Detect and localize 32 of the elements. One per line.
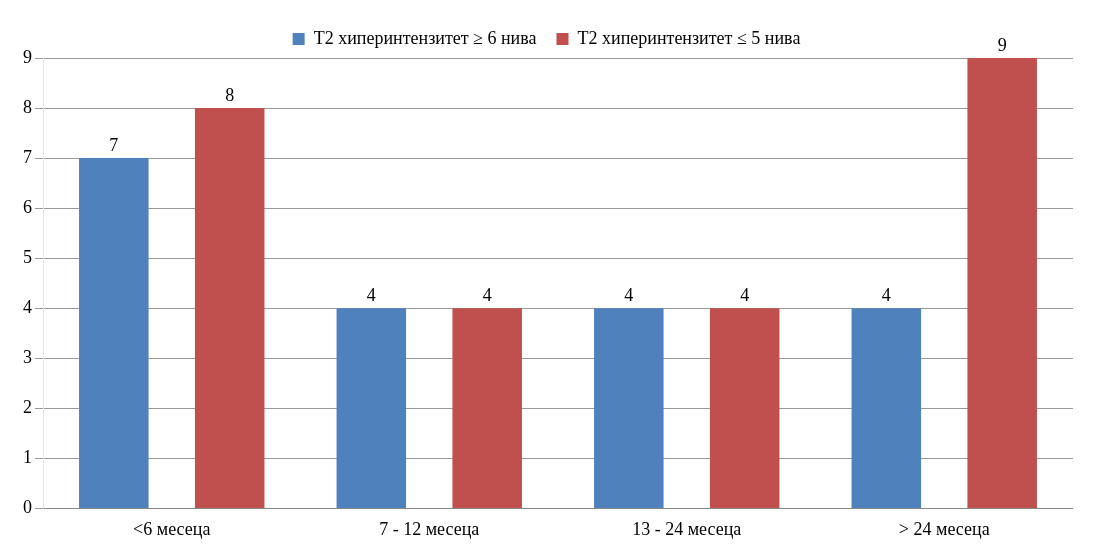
bar: [452, 308, 522, 508]
data-label: 4: [881, 284, 891, 305]
y-tick-label: 7: [23, 146, 32, 167]
data-label: 4: [482, 284, 492, 305]
x-tick-label: > 24 месеца: [898, 518, 990, 539]
bar: [967, 58, 1037, 508]
y-tick-label: 9: [23, 46, 32, 67]
x-tick-label: 7 - 12 месеца: [379, 518, 480, 539]
data-label: 7: [109, 134, 119, 155]
bar: [851, 308, 922, 508]
x-tick-label: <6 месеца: [133, 518, 211, 539]
y-tick-label: 2: [23, 397, 32, 418]
legend-label: Т2 хиперинтензитет ≤ 5 нива: [577, 27, 801, 48]
y-tick-label: 3: [23, 347, 32, 367]
bar: [336, 308, 407, 508]
bar: [79, 158, 149, 508]
bar: [709, 308, 780, 508]
y-tick-label: 5: [23, 246, 32, 267]
x-tick-label: 13 - 24 месеца: [632, 518, 742, 539]
y-tick-label: 0: [23, 497, 32, 518]
y-tick-label: 6: [23, 196, 32, 217]
bar: [594, 308, 664, 508]
y-tick-label: 4: [23, 296, 32, 317]
y-tick-label: 8: [23, 96, 32, 117]
data-label: 4: [624, 284, 634, 305]
y-tick-label: 1: [23, 447, 32, 468]
legend-label: Т2 хиперинтензитет ≥ 6 нива: [313, 27, 537, 48]
data-label: 9: [997, 34, 1007, 55]
bar: [194, 108, 265, 508]
data-label: 4: [366, 284, 376, 305]
data-label: 8: [225, 84, 235, 105]
data-label: 4: [740, 284, 750, 305]
